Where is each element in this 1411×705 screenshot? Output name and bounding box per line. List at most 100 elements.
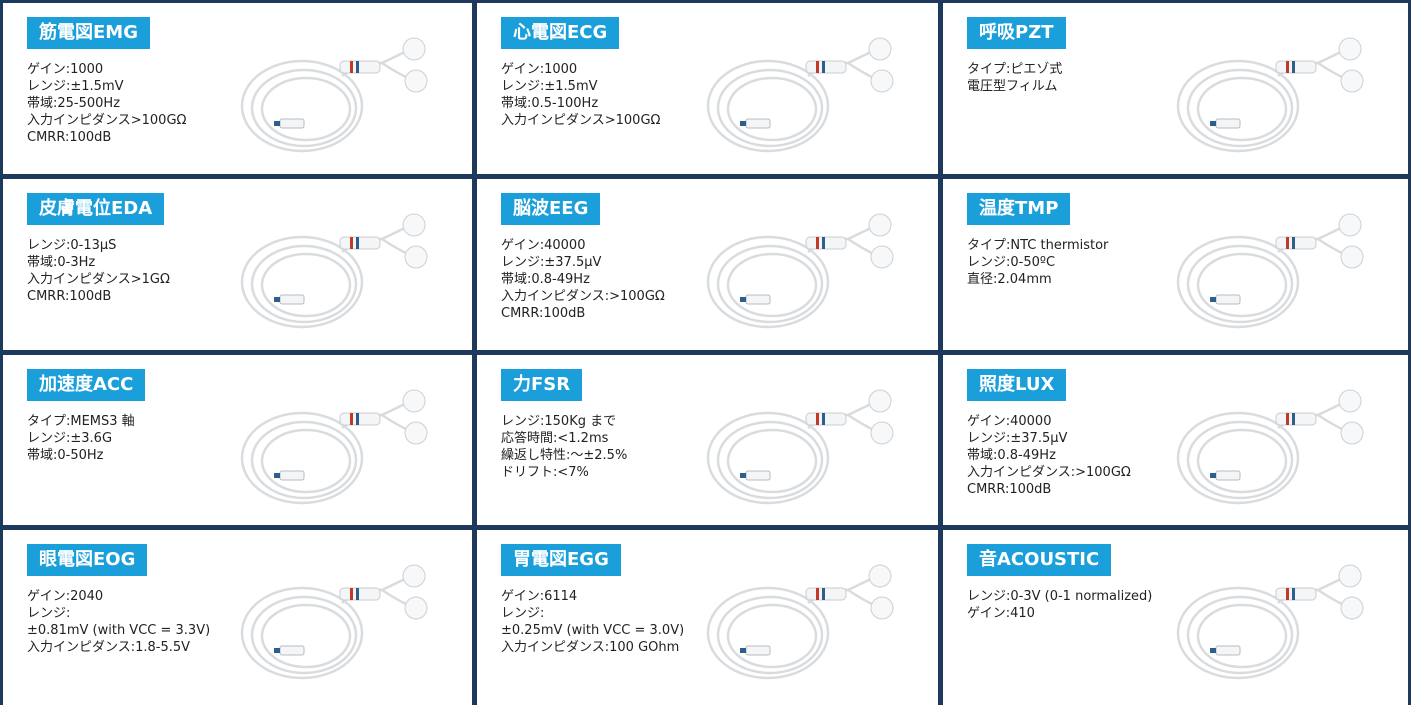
sensor-card: 温度TMP タイプ:NTC thermistor レンジ:0-50ºC 直径:2.04… — [943, 179, 1408, 350]
sensor-image — [698, 373, 908, 517]
spec-list: レンジ:150Kg まで 応答時間:<1.2ms 繰返し特性:～±2.5% ドリフト:… — [501, 413, 627, 481]
spec-line: 帯域:0.8-49Hz — [501, 272, 590, 287]
sensor-title: 照度LUX — [967, 369, 1067, 401]
sensor-illustration — [706, 37, 894, 153]
spec-line: レンジ: — [501, 606, 545, 621]
sensor-image — [1168, 548, 1378, 692]
sensor-image — [232, 21, 442, 165]
spec-line: レンジ:150Kg まで — [501, 414, 617, 429]
sensor-illustration — [1176, 564, 1364, 680]
spec-line: レンジ:0-13μS — [27, 238, 117, 253]
spec-line: ±0.25mV (with VCC = 3.0V) — [501, 623, 685, 638]
spec-line: CMRR:100dB — [967, 482, 1052, 497]
sensor-title: 温度TMP — [967, 193, 1071, 225]
spec-line: ゲイン:1000 — [27, 62, 104, 77]
spec-list: タイプ:ピエゾ式 電圧型フィルム — [967, 61, 1062, 95]
sensor-image — [1168, 197, 1378, 341]
spec-line: ±0.81mV (with VCC = 3.3V) — [27, 623, 211, 638]
spec-line: 入力インピダンス>100GΩ — [27, 113, 187, 128]
spec-line: 電圧型フィルム — [967, 79, 1058, 94]
spec-line: レンジ:±37.5μV — [501, 255, 602, 270]
sensor-card: 心電図ECG ゲイン:1000 レンジ:±1.5mV 帯域:0.5-100Hz 入力イン… — [477, 3, 938, 174]
spec-line: レンジ:±1.5mV — [27, 79, 124, 94]
spec-list: ゲイン:6114 レンジ: ±0.25mV (with VCC = 3.0V) 入力イ… — [501, 588, 684, 656]
sensor-illustration — [240, 564, 428, 680]
sensor-illustration — [706, 213, 894, 329]
spec-list: ゲイン:2040 レンジ: ±0.81mV (with VCC = 3.3V) 入力イ… — [27, 588, 210, 656]
spec-line: 帯域:0.8-49Hz — [967, 448, 1056, 463]
spec-line: 帯域:0.5-100Hz — [501, 96, 599, 111]
sensor-card: 皮膚電位EDA レンジ:0-13μS 帯域:0-3Hz 入力インピダンス>1GΩ CMR… — [3, 179, 472, 350]
sensor-illustration — [1176, 389, 1364, 505]
sensor-image — [232, 197, 442, 341]
spec-line: レンジ:0-50ºC — [967, 255, 1056, 270]
spec-line: レンジ: — [27, 606, 71, 621]
sensor-title: 呼吸PZT — [967, 17, 1066, 49]
spec-line: ゲイン:40000 — [967, 414, 1052, 429]
spec-line: 入力インピダンス:1.8-5.5V — [27, 640, 191, 655]
spec-list: レンジ:0-3V (0-1 normalized) ゲイン:410 — [967, 588, 1152, 622]
spec-line: ゲイン:410 — [967, 606, 1035, 621]
spec-list: タイプ:MEMS3 軸レンジ:±3.6G 帯域:0-50Hz — [27, 413, 135, 464]
spec-line: 応答時間:<1.2ms — [501, 431, 609, 446]
sensor-illustration — [240, 213, 428, 329]
sensor-illustration — [1176, 213, 1364, 329]
spec-list: ゲイン:1000 レンジ:±1.5mV 帯域:0.5-100Hz 入力インピダンス>1… — [501, 61, 660, 129]
spec-line: ドリフト:<7% — [501, 465, 589, 480]
spec-line: 入力インピダンス>100GΩ — [501, 113, 661, 128]
spec-list: ゲイン:1000 レンジ:±1.5mV 帯域:25-500Hz 入力インピダンス>10… — [27, 61, 186, 146]
sensor-illustration — [240, 389, 428, 505]
sensor-card: 胃電図EGG ゲイン:6114 レンジ: ±0.25mV (with VCC = 3.… — [477, 530, 938, 705]
sensor-title: 皮膚電位EDA — [27, 193, 165, 225]
sensor-title: 脳波EEG — [501, 193, 601, 225]
sensor-image — [1168, 373, 1378, 517]
spec-line: レンジ:±37.5μV — [967, 431, 1068, 446]
sensor-title: 胃電図EGG — [501, 544, 621, 576]
spec-list: ゲイン:40000 レンジ:±37.5μV 帯域:0.8-49Hz 入力インピダンス:… — [501, 237, 665, 322]
sensor-image — [698, 548, 908, 692]
spec-line: ゲイン:1000 — [501, 62, 578, 77]
sensor-title: 加速度ACC — [27, 369, 146, 401]
sensor-card: 筋電図EMG ゲイン:1000 レンジ:±1.5mV 帯域:25-500Hz 入力インピ… — [3, 3, 472, 174]
sensor-title: 筋電図EMG — [27, 17, 150, 49]
sensor-image — [1168, 21, 1378, 165]
sensor-card: 音ACOUSTIC レンジ:0-3V (0-1 normalized) ゲイン:41… — [943, 530, 1408, 705]
sensor-card: 加速度ACC タイプ:MEMS3 軸レンジ:±3.6G 帯域:0-50Hz — [3, 355, 472, 525]
sensor-card: 眼電図EOG ゲイン:2040 レンジ: ±0.81mV (with VCC = 3.… — [3, 530, 472, 705]
sensor-illustration — [706, 389, 894, 505]
spec-line: 帯域:0-50Hz — [27, 448, 104, 463]
spec-list: タイプ:NTC thermistor レンジ:0-50ºC 直径:2.04mm — [967, 237, 1108, 288]
sensor-title: 眼電図EOG — [27, 544, 148, 576]
sensor-card: 脳波EEG ゲイン:40000 レンジ:±37.5μV 帯域:0.8-49Hz 入力イン… — [477, 179, 938, 350]
spec-line: 帯域:0-3Hz — [27, 255, 96, 270]
spec-line: レンジ:0-3V (0-1 normalized) — [967, 589, 1153, 604]
spec-line: 直径:2.04mm — [967, 272, 1052, 287]
spec-line: 入力インピダンス:>100GΩ — [501, 289, 665, 304]
spec-line: レンジ:±1.5mV — [501, 79, 598, 94]
spec-line: 帯域:25-500Hz — [27, 96, 121, 111]
spec-line: ゲイン:40000 — [501, 238, 586, 253]
spec-line: 繰返し特性:～±2.5% — [501, 448, 628, 463]
sensor-image — [698, 21, 908, 165]
sensor-image — [232, 548, 442, 692]
spec-line: ゲイン:6114 — [501, 589, 578, 604]
sensor-title: 音ACOUSTIC — [967, 544, 1112, 576]
spec-line: タイプ:NTC thermistor — [967, 238, 1109, 253]
sensor-illustration — [240, 37, 428, 153]
sensor-card: 呼吸PZT タイプ:ピエゾ式 電圧型フィルム — [943, 3, 1408, 174]
spec-line: タイプ:MEMS3 軸 — [27, 414, 135, 429]
spec-line: 入力インピダンス:>100GΩ — [967, 465, 1131, 480]
spec-line: 入力インピダンス>1GΩ — [27, 272, 170, 287]
spec-line: CMRR:100dB — [27, 130, 112, 145]
sensor-title: 心電図ECG — [501, 17, 620, 49]
spec-line: タイプ:ピエゾ式 — [967, 62, 1063, 77]
sensor-card: 照度LUX ゲイン:40000 レンジ:±37.5μV 帯域:0.8-49Hz 入力イン… — [943, 355, 1408, 525]
spec-line: レンジ:±3.6G — [27, 431, 113, 446]
spec-list: ゲイン:40000 レンジ:±37.5μV 帯域:0.8-49Hz 入力インピダンス:… — [967, 413, 1131, 498]
sensor-image — [698, 197, 908, 341]
spec-line: ゲイン:2040 — [27, 589, 104, 604]
spec-line: CMRR:100dB — [27, 289, 112, 304]
spec-line: 入力インピダンス:100 GOhm — [501, 640, 680, 655]
sensor-illustration — [706, 564, 894, 680]
